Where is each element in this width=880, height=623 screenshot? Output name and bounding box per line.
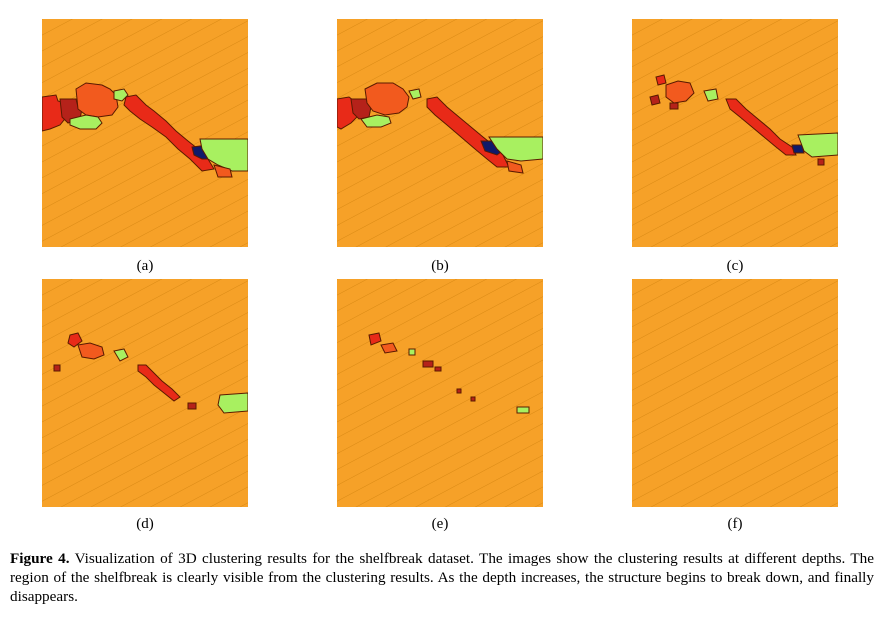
cluster-dark-red [53, 364, 61, 372]
cluster-dark-red [187, 402, 197, 410]
panel-label-d: (d) [136, 516, 154, 532]
depth-map-background [42, 279, 248, 507]
clustering-visualization-c [632, 19, 838, 247]
cluster-red [368, 332, 382, 346]
depth-map-background [632, 279, 838, 507]
cluster-lime [217, 392, 248, 414]
panel-label-c: (c) [726, 258, 744, 274]
depth-map-background [632, 19, 838, 247]
panel-label-e: (e) [431, 516, 449, 532]
cluster-red [655, 74, 667, 86]
panel-label-a: (a) [136, 258, 154, 274]
cluster-red-ridge [725, 98, 797, 156]
figure-caption: Figure 4. Visualization of 3D clustering… [10, 549, 874, 606]
cluster-lime [113, 88, 129, 102]
clustering-visualization-f [632, 279, 838, 507]
cluster-lime [408, 88, 422, 100]
panel-label-f: (f) [727, 516, 743, 532]
panel-e-image [337, 279, 543, 507]
cluster-red [67, 332, 83, 348]
cluster-orange-red [506, 160, 524, 174]
depth-map-background [42, 19, 248, 247]
figure-caption-text: Visualization of 3D clustering results f… [10, 550, 874, 605]
cluster-orange-red [665, 80, 695, 104]
cluster-orange-red [213, 164, 233, 178]
cluster-navy [791, 144, 805, 154]
cluster-dark-red [422, 360, 434, 368]
cluster-orange-red [75, 82, 119, 118]
panel-a-image [42, 19, 248, 247]
clustering-visualization-e [337, 279, 543, 507]
cluster-lime [516, 406, 530, 414]
panel-c-image [632, 19, 838, 247]
depth-map-background [337, 279, 543, 507]
figure-caption-prefix: Figure 4. [10, 550, 70, 567]
panel-b-image [337, 19, 543, 247]
cluster-dark-red [649, 94, 661, 106]
cluster-dark-red [434, 366, 442, 372]
cluster-red-ridge [137, 364, 181, 402]
cluster-lime [113, 348, 129, 362]
cluster-orange-red [364, 82, 410, 116]
cluster-dark-red [817, 158, 825, 166]
cluster-lime [408, 348, 416, 356]
panel-label-b: (b) [431, 258, 449, 274]
cluster-lime [69, 114, 103, 130]
cluster-red-ridge [123, 94, 215, 172]
depth-map-background [337, 19, 543, 247]
panel-f-image [632, 279, 838, 507]
cluster-dark-red [669, 102, 679, 110]
panel-d-image [42, 279, 248, 507]
cluster-lime [703, 88, 719, 102]
cluster-dark-red [470, 396, 476, 402]
cluster-lime [488, 136, 543, 162]
clustering-visualization-d [42, 279, 248, 507]
cluster-lime [360, 114, 392, 128]
cluster-orange-red [380, 342, 398, 354]
cluster-dark-red [456, 388, 462, 394]
clustering-visualization-a [42, 19, 248, 247]
cluster-lime [797, 132, 838, 158]
clustering-visualization-b [337, 19, 543, 247]
cluster-orange-red [77, 342, 105, 360]
